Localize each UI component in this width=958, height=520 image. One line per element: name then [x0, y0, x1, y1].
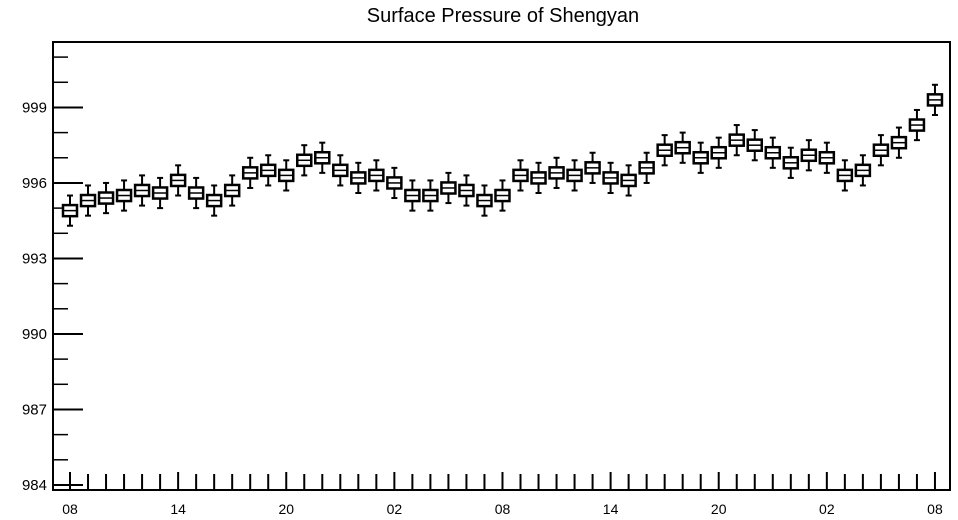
plot-frame	[52, 41, 951, 491]
box	[818, 141, 836, 174]
y-axis: 984 987 990 993 996 999	[22, 56, 83, 494]
box	[872, 134, 890, 167]
box	[566, 159, 583, 192]
chart-title: Surface Pressure of Shengyan	[367, 5, 639, 27]
box	[241, 156, 259, 189]
y-tick-label: 990	[22, 326, 47, 343]
y-tick-label: 987	[22, 401, 47, 418]
box	[115, 179, 133, 212]
x-tick-label: 14	[603, 501, 619, 517]
box	[782, 146, 800, 179]
box	[890, 126, 908, 159]
x-tick-label: 02	[387, 501, 403, 517]
box	[728, 124, 745, 157]
box	[926, 83, 944, 116]
box	[223, 174, 241, 207]
box	[764, 136, 782, 169]
box	[332, 154, 349, 187]
y-tick-label: 993	[22, 250, 47, 267]
box	[656, 134, 673, 167]
y-tick-label: 999	[22, 99, 47, 116]
box	[151, 176, 169, 210]
box	[205, 184, 223, 217]
x-tick-label: 08	[62, 501, 78, 517]
x-tick-label: 02	[819, 501, 835, 517]
box	[314, 141, 331, 174]
box	[350, 161, 367, 195]
box	[97, 181, 115, 215]
box	[674, 131, 691, 164]
box	[548, 156, 565, 189]
box	[440, 171, 457, 205]
box	[386, 166, 403, 200]
box	[620, 164, 637, 197]
box	[422, 179, 439, 212]
y-tick-label: 984	[22, 477, 47, 494]
box	[368, 159, 385, 192]
box	[854, 154, 872, 187]
x-tick-label: 08	[495, 501, 511, 517]
box	[169, 164, 187, 197]
box	[602, 161, 619, 195]
box	[277, 159, 295, 192]
box	[692, 141, 709, 174]
box	[61, 194, 79, 227]
box	[187, 176, 205, 210]
x-tick-label: 20	[278, 501, 294, 517]
box	[836, 159, 854, 192]
box	[800, 139, 818, 172]
box	[79, 184, 97, 217]
box	[259, 154, 277, 187]
box	[133, 174, 151, 207]
box	[530, 161, 547, 195]
box	[476, 184, 493, 217]
box	[458, 174, 475, 207]
x-tick-label: 20	[711, 501, 727, 517]
box	[746, 129, 764, 162]
box-series	[61, 83, 944, 227]
box	[710, 136, 727, 169]
box	[494, 179, 511, 212]
box	[584, 151, 601, 184]
box	[296, 144, 313, 177]
box	[908, 108, 926, 142]
box	[512, 159, 529, 192]
y-tick-label: 996	[22, 175, 47, 192]
x-tick-label: 14	[170, 501, 186, 517]
box	[638, 151, 655, 184]
box	[404, 179, 421, 212]
x-axis: 08 14 20 02 08 14 20 02 08	[62, 472, 943, 517]
x-tick-label: 08	[927, 501, 943, 517]
